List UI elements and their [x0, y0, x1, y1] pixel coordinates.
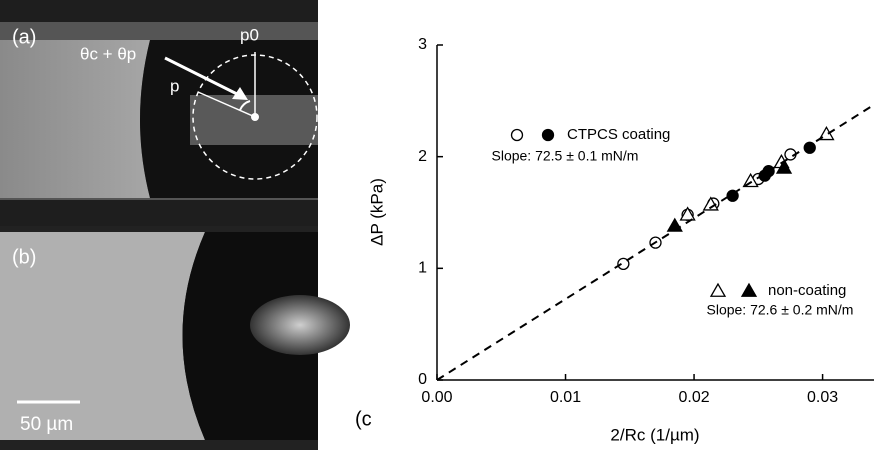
legend-label: non-coating	[768, 282, 846, 299]
data-point	[679, 206, 696, 221]
data-point	[775, 159, 793, 174]
panel-label: (b)	[12, 246, 36, 268]
scale-label: 50 µm	[20, 414, 73, 435]
p-label: p	[170, 76, 179, 95]
legend-label: CTPCS coating	[567, 126, 670, 143]
y-tick-label: 1	[418, 260, 427, 277]
legend-note: Slope: 72.5 ± 0.1 mN/m	[492, 148, 639, 164]
y-tick-label: 3	[418, 36, 427, 53]
fit-line	[436, 103, 875, 381]
p0-label: p0	[240, 25, 259, 44]
y-axis-label: ΔP (kPa)	[367, 178, 386, 246]
x-tick-label: 0.01	[550, 389, 581, 406]
micrograph-a: (a) θc + θp p p0	[0, 0, 318, 226]
y-tick-label: 0	[418, 371, 427, 388]
legend-note: Slope: 72.6 ± 0.2 mN/m	[707, 302, 854, 318]
y-tick-label: 2	[418, 148, 427, 165]
data-point	[742, 172, 759, 188]
data-point	[617, 257, 630, 271]
panel-label: (a)	[12, 26, 36, 48]
legend-marker	[709, 282, 727, 297]
micrograph-b: (b) 50 µm	[0, 226, 350, 450]
legend-marker	[541, 128, 555, 142]
x-tick-label: 0.02	[678, 389, 709, 406]
legend-marker	[740, 282, 758, 297]
data-point	[702, 196, 719, 211]
x-axis-label: 2/Rc (1/µm)	[610, 425, 699, 444]
angle-label: θc + θp	[80, 44, 136, 63]
x-tick-label: 0.03	[807, 389, 838, 406]
panel-label: (c	[355, 408, 372, 430]
legend-marker	[510, 128, 524, 142]
data-point	[762, 165, 775, 178]
x-tick-label: 0.00	[421, 389, 452, 406]
